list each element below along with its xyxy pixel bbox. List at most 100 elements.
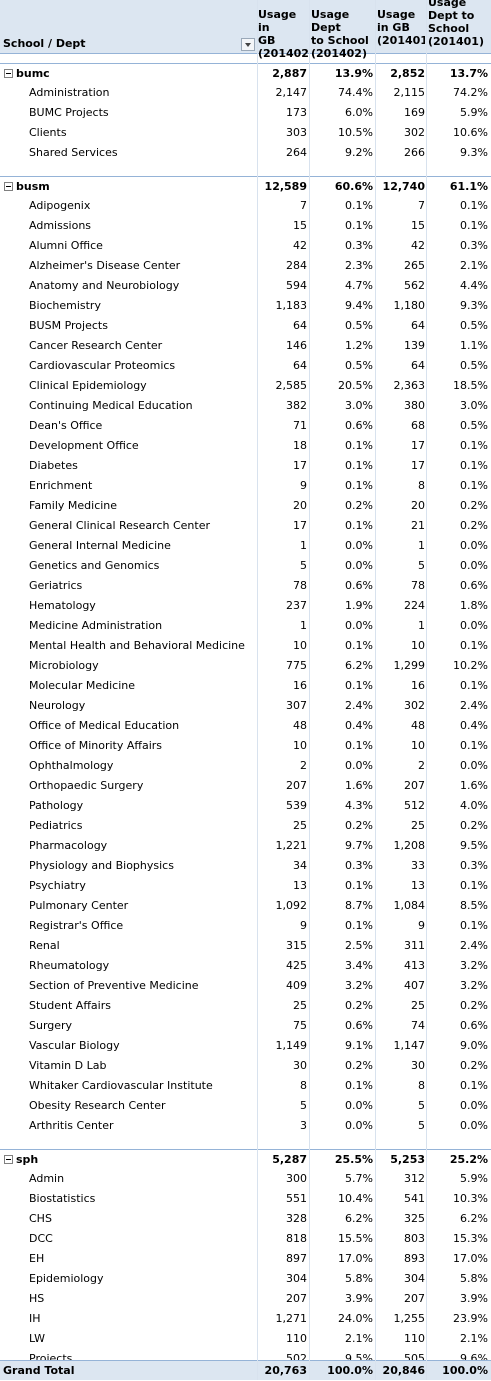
dept-label: Biochemistry (29, 299, 101, 312)
school-row[interactable]: sph 5,287 25.5% 5,253 25.2% (0, 1149, 491, 1169)
dept-label: EH (29, 1252, 45, 1265)
filter-dropdown-icon[interactable] (241, 38, 255, 51)
dept-row: BUMC Projects 173 6.0% 169 5.9% (0, 103, 491, 123)
dept-value: 0.2% (460, 999, 488, 1012)
dept-row: Neurology 307 2.4% 302 2.4% (0, 696, 491, 716)
grand-total-row: Grand Total 20,763 100.0% 20,846 100.0% (0, 1360, 491, 1380)
dept-label: Geriatrics (29, 579, 83, 592)
dept-value: 9.3% (460, 146, 488, 159)
dept-value: 33 (411, 859, 425, 872)
dept-row: Pharmacology 1,221 9.7% 1,208 9.5% (0, 836, 491, 856)
dept-value: 30 (411, 1059, 425, 1072)
dept-value: 5 (418, 1099, 425, 1112)
dept-value: 380 (404, 399, 425, 412)
dept-row: Administration 2,147 74.4% 2,115 74.2% (0, 83, 491, 103)
dept-label: Clinical Epidemiology (29, 379, 147, 392)
dept-value: 0.6% (460, 1019, 488, 1032)
dept-row: Hematology 237 1.9% 224 1.8% (0, 596, 491, 616)
dept-value: 775 (286, 659, 307, 672)
dept-row: Rheumatology 425 3.4% 413 3.2% (0, 956, 491, 976)
dept-value: 0.0% (460, 539, 488, 552)
collapse-icon[interactable] (4, 69, 13, 78)
dept-value: 0.0% (345, 759, 373, 772)
school-row[interactable]: busm 12,589 60.6% 12,740 61.1% (0, 176, 491, 196)
dept-value: 7 (300, 199, 307, 212)
dept-value: 0.0% (345, 539, 373, 552)
dept-row: Office of Minority Affairs 10 0.1% 10 0.1% (0, 736, 491, 756)
header-usage-pct-201401: Usage Dept to School (201401) (428, 0, 484, 48)
dept-value: 0.3% (345, 239, 373, 252)
dept-value: 10 (411, 639, 425, 652)
dept-value: 2.4% (460, 939, 488, 952)
dept-value: 0.2% (460, 499, 488, 512)
dept-value: 2.1% (345, 1332, 373, 1345)
dept-label: Development Office (29, 439, 139, 452)
dept-label: Cancer Research Center (29, 339, 163, 352)
dept-value: 6.2% (460, 1212, 488, 1225)
dept-value: 23.9% (453, 1312, 488, 1325)
dept-value: 17 (411, 459, 425, 472)
dept-row: Pathology 539 4.3% 512 4.0% (0, 796, 491, 816)
dept-value: 562 (404, 279, 425, 292)
dept-value: 0.0% (460, 559, 488, 572)
dept-label: Shared Services (29, 146, 118, 159)
dept-value: 0.1% (345, 479, 373, 492)
dept-value: 0.1% (345, 739, 373, 752)
dept-value: 1,149 (275, 1039, 308, 1052)
dept-value: 0.6% (345, 579, 373, 592)
dept-value: 25 (411, 819, 425, 832)
dept-value: 3.2% (460, 959, 488, 972)
dept-row: Pulmonary Center 1,092 8.7% 1,084 8.5% (0, 896, 491, 916)
dept-value: 2.1% (460, 259, 488, 272)
dept-label: HS (29, 1292, 45, 1305)
dept-value: 0.5% (460, 419, 488, 432)
dept-value: 9.4% (345, 299, 373, 312)
dept-row: Admin 300 5.7% 312 5.9% (0, 1169, 491, 1189)
dept-value: 2.4% (345, 699, 373, 712)
dept-value: 20 (293, 499, 307, 512)
dept-value: 25 (293, 819, 307, 832)
dept-value: 25 (411, 999, 425, 1012)
dept-value: 10.2% (453, 659, 488, 672)
school-row[interactable]: bumc 2,887 13.9% 2,852 13.7% (0, 63, 491, 83)
dept-value: 2 (300, 759, 307, 772)
school-value: 61.1% (449, 180, 488, 193)
dept-row: Renal 315 2.5% 311 2.4% (0, 936, 491, 956)
dept-value: 0.1% (460, 879, 488, 892)
grand-total-value: 20,846 (382, 1364, 425, 1377)
dept-value: 0.1% (460, 199, 488, 212)
dept-label: Genetics and Genomics (29, 559, 160, 572)
dept-label: Dean's Office (29, 419, 103, 432)
dept-value: 78 (411, 579, 425, 592)
dept-label: Obesity Research Center (29, 1099, 166, 1112)
dept-value: 0.5% (345, 359, 373, 372)
dept-value: 13 (293, 879, 307, 892)
dept-value: 5.7% (345, 1172, 373, 1185)
dept-label: Adipogenix (29, 199, 91, 212)
dept-row: Registrar's Office 9 0.1% 9 0.1% (0, 916, 491, 936)
dept-row: Whitaker Cardiovascular Institute 8 0.1% 8 0… (0, 1076, 491, 1096)
dept-row: Vascular Biology 1,149 9.1% 1,147 9.0% (0, 1036, 491, 1056)
dept-value: 169 (404, 106, 425, 119)
dept-label: Administration (29, 86, 110, 99)
collapse-icon[interactable] (4, 1155, 13, 1164)
dept-value: 18 (293, 439, 307, 452)
dept-value: 10.6% (453, 126, 488, 139)
dept-value: 207 (286, 779, 307, 792)
dept-label: Ophthalmology (29, 759, 114, 772)
dept-value: 1.1% (460, 339, 488, 352)
collapse-icon[interactable] (4, 182, 13, 191)
dept-value: 16 (293, 679, 307, 692)
dept-value: 3.0% (345, 399, 373, 412)
dept-label: Office of Medical Education (29, 719, 180, 732)
dept-row: Alzheimer's Disease Center 284 2.3% 265 2.1% (0, 256, 491, 276)
dept-value: 10 (411, 739, 425, 752)
dept-label: Neurology (29, 699, 86, 712)
dept-value: 10 (293, 739, 307, 752)
dept-label: Microbiology (29, 659, 99, 672)
dept-value: 1,299 (393, 659, 426, 672)
dept-value: 5.9% (460, 1172, 488, 1185)
school-value: 2,887 (272, 67, 307, 80)
dept-row: Biostatistics 551 10.4% 541 10.3% (0, 1189, 491, 1209)
dept-value: 24.0% (338, 1312, 373, 1325)
